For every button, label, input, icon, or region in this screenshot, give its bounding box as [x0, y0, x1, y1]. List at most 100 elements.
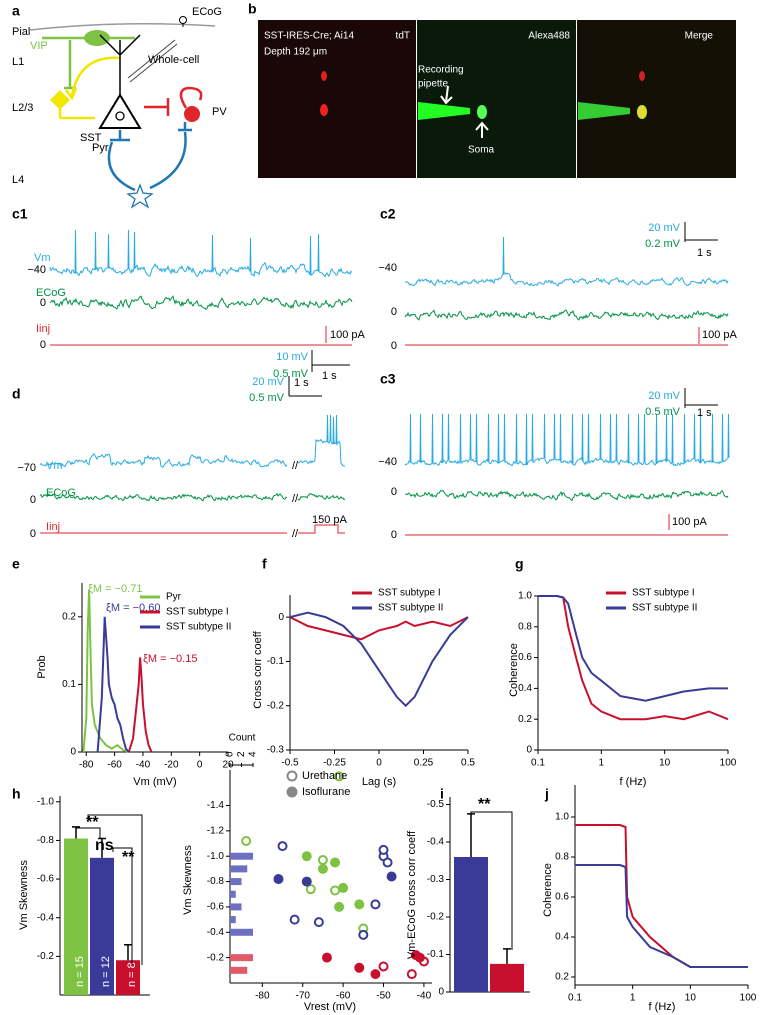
- panel-label: b: [248, 1, 257, 17]
- x-tick-label: -80: [79, 760, 94, 771]
- y-tick-label: -1.4: [207, 800, 225, 811]
- label: Iinj: [36, 323, 50, 335]
- annotation: ns: [95, 837, 114, 854]
- x-tick-label: 1: [599, 758, 605, 769]
- label: Vm: [34, 252, 51, 264]
- legend-label: SST subtype I: [632, 588, 695, 599]
- scatter-point: [313, 917, 324, 928]
- y-tick-label: 0: [438, 987, 444, 998]
- label: 20 mV: [252, 376, 284, 388]
- y-tick-label: -0.5: [427, 799, 445, 810]
- series-line: [538, 595, 729, 721]
- label: 0: [391, 486, 397, 498]
- scatter-point: [354, 962, 365, 973]
- scatter-point: [334, 901, 345, 912]
- y-tick-label: 0: [526, 745, 532, 756]
- y-axis-label: Coherence: [508, 643, 520, 697]
- scatter-point: [305, 884, 316, 895]
- x-tick-label: 0: [197, 760, 203, 771]
- label: Recording: [418, 65, 464, 76]
- y-tick-label: -0.2: [427, 912, 445, 923]
- scatter-point: [330, 857, 341, 868]
- count-axis-label: Count: [229, 733, 256, 744]
- label: 100 pA: [702, 329, 738, 341]
- panel-label: c3: [380, 371, 396, 387]
- label: 0.5 mV: [645, 406, 681, 418]
- y-tick-label: -0.8: [207, 876, 225, 887]
- label: Depth 192 μm: [264, 47, 327, 58]
- label: 100 pA: [672, 516, 708, 528]
- annotation: **: [122, 849, 135, 866]
- bar: [454, 857, 488, 992]
- y-tick-label: 0.6: [555, 892, 569, 903]
- legend-swatch: [286, 786, 298, 798]
- label: //: [292, 528, 299, 540]
- y-axis-label: Prob: [36, 655, 48, 678]
- panel-label: a: [12, 3, 20, 19]
- label: 0: [391, 306, 397, 318]
- x-tick-label: -40: [136, 760, 151, 771]
- label: Iinj: [46, 521, 60, 533]
- x-tick-label: 0.5: [461, 758, 475, 769]
- x-tick-label: -40: [417, 991, 432, 1002]
- label: Pyr: [92, 142, 109, 154]
- x-axis-label: f (Hz): [649, 1001, 676, 1013]
- label: ECoG: [192, 6, 222, 18]
- marginal-bar: [230, 928, 253, 936]
- scatter-point: [273, 874, 284, 885]
- label: SST: [80, 132, 102, 144]
- x-tick-label: 0.25: [414, 758, 434, 769]
- label: 10 mV: [276, 351, 308, 363]
- scatter-point: [378, 844, 389, 855]
- y-tick-label: 0.8: [555, 852, 569, 863]
- y-tick-label: 0.8: [518, 621, 532, 632]
- scatter-point: [317, 855, 328, 866]
- trace: [39, 492, 346, 502]
- label: ECoG: [46, 487, 76, 499]
- y-tick-label: 0: [70, 747, 76, 758]
- x-tick-label: -80: [255, 991, 270, 1002]
- panel-label: c2: [380, 206, 396, 222]
- x-tick-label: 0: [376, 758, 382, 769]
- legend-label: SST subtype I: [378, 588, 441, 599]
- current-trace: [298, 524, 345, 534]
- scatter-point: [370, 899, 381, 910]
- trace: [49, 295, 353, 311]
- scatter-point: [370, 969, 381, 980]
- y-tick-label: -0.3: [267, 745, 285, 756]
- legend-label: SST subtype II: [166, 622, 231, 633]
- x-tick-label: 1: [630, 993, 636, 1004]
- count-tick-label: 4: [248, 751, 259, 757]
- label: 20 mV: [648, 390, 680, 402]
- label: PV: [212, 106, 227, 118]
- legend-label: SST subtype II: [632, 603, 697, 614]
- label: 0: [391, 529, 397, 541]
- annotation: **: [86, 814, 99, 831]
- x-tick-label: -50: [376, 991, 391, 1002]
- series-line: [538, 595, 728, 702]
- y-tick-label: -0.4: [37, 912, 55, 923]
- trace: [404, 489, 729, 502]
- y-tick-label: -0.6: [37, 874, 55, 885]
- x-tick-label: -20: [164, 760, 179, 771]
- y-tick-label: -1.2: [207, 825, 225, 836]
- y-tick-label: 0.2: [62, 611, 76, 622]
- scatter-point: [241, 836, 252, 846]
- label: Merge: [685, 31, 714, 42]
- y-tick-label: -0.1: [267, 656, 285, 667]
- scatter-point: [277, 841, 288, 852]
- label: 0.2 mV: [645, 238, 681, 250]
- trace: [39, 414, 346, 468]
- legend-label: Urethane: [302, 770, 347, 782]
- x-tick-label: 10: [659, 758, 671, 769]
- scatter-point: [414, 952, 425, 963]
- x-axis-label: Vrest (mV): [304, 1001, 356, 1013]
- scatter-point: [301, 851, 312, 862]
- marginal-bar: [230, 916, 236, 924]
- series-line: [575, 824, 748, 968]
- scatter-point: [334, 771, 345, 782]
- marginal-bar: [230, 903, 242, 911]
- y-axis-label: Cross corr coeff: [252, 630, 264, 708]
- legend-label: Pyr: [166, 592, 182, 603]
- legend-label: SST subtype I: [166, 607, 229, 618]
